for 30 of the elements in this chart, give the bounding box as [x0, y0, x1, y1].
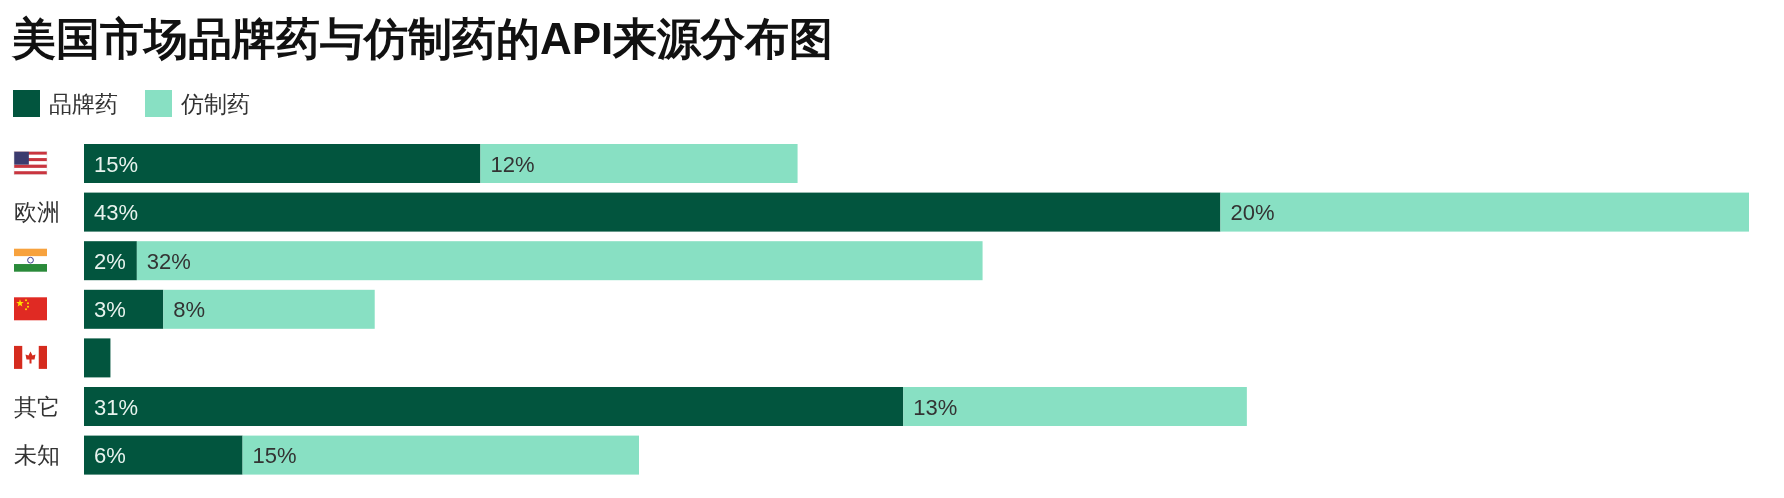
y-tick-label: 欧洲: [14, 199, 60, 226]
data-label: 8%: [173, 297, 206, 323]
legend-label: 仿制药: [180, 91, 250, 117]
data-label: 2%: [94, 248, 126, 274]
data-label: 13%: [913, 394, 958, 420]
bar: [136, 241, 983, 281]
bar: [84, 144, 481, 183]
bar: [903, 387, 1247, 426]
bar: [84, 192, 1221, 232]
data-label: 15%: [252, 443, 297, 469]
y-tick-label: 其它: [14, 393, 60, 420]
bar: [84, 289, 164, 329]
y-tick-label: 未知: [14, 442, 60, 469]
data-label: 20%: [1230, 200, 1275, 226]
data-label: 32%: [146, 248, 191, 274]
data-label: 3%: [94, 297, 126, 323]
bar: [84, 338, 111, 378]
chart-title: 美国市场品牌药与仿制药的API来源分布图: [11, 14, 834, 63]
bar: [1220, 192, 1749, 232]
bar: [480, 144, 798, 183]
bar: [84, 387, 904, 426]
bar: [163, 289, 375, 329]
bar: [84, 435, 243, 475]
data-label: 15%: [94, 151, 139, 177]
data-label: 12%: [490, 151, 535, 177]
data-label: 43%: [94, 200, 139, 226]
data-label: 31%: [94, 394, 139, 420]
data-label: 6%: [94, 443, 126, 469]
bar: [242, 435, 639, 475]
legend-label: 品牌药: [49, 91, 118, 117]
